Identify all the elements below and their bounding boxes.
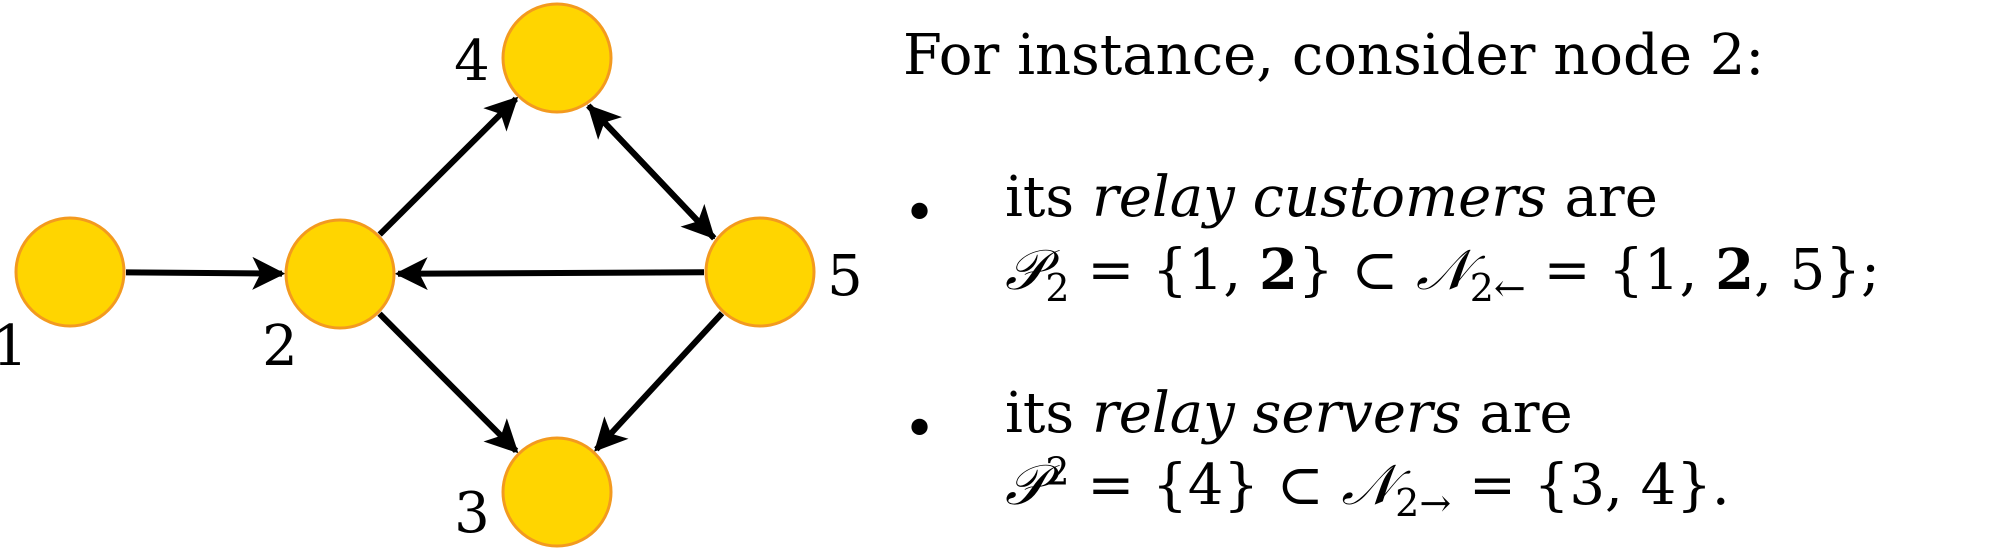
nodes-layer: [14, 2, 816, 548]
intro-text: For instance, consider node 2:: [903, 23, 1765, 88]
edge-1-to-2: [125, 256, 286, 290]
node-label-4: 4: [454, 29, 490, 94]
node-4: [501, 2, 613, 114]
relay-customers-sentence: its relay customers are: [1005, 165, 1658, 230]
node-label-5: 5: [827, 244, 863, 309]
relay-customers-formula: 𝒫2 = {1, 2} ⊂ 𝒩2← = {1, 2, 5};: [1005, 237, 1880, 311]
node-5: [704, 216, 816, 328]
bullet-icon: •: [903, 181, 937, 246]
edge-2-to-4: [377, 96, 519, 237]
explanation-panel: For instance, consider node 2: • its rel…: [903, 20, 2013, 522]
edges-layer: [125, 96, 725, 454]
labels-layer: 1 2 3 4 5: [0, 29, 863, 546]
relay-customers-term: relay customers: [1091, 165, 1547, 230]
edge-5-to-4: [587, 104, 717, 241]
bullet-icon: •: [903, 397, 937, 462]
node-1: [14, 216, 126, 328]
edge-5-to-3: [594, 311, 725, 452]
node-label-1: 1: [0, 314, 28, 379]
edge-5-to-2: [394, 257, 705, 291]
relay-servers-term: relay servers: [1091, 381, 1462, 446]
node-label-2: 2: [262, 314, 298, 379]
relay-servers-sentence: its relay servers are: [1005, 381, 1573, 446]
node-label-3: 3: [454, 481, 490, 546]
node-3: [501, 436, 613, 548]
edge-2-to-3: [377, 311, 519, 454]
node-2: [284, 218, 396, 330]
relay-customers-item: • its relay customers are 𝒫2 = {1, 2} ⊂ …: [903, 162, 2005, 311]
relay-servers-formula: 𝒫2 = {4} ⊂ 𝒩2→ = {3, 4}.: [1005, 449, 1730, 526]
relay-servers-item: • its relay servers are 𝒫2 = {4} ⊂ 𝒩2→ =…: [903, 378, 2005, 526]
network-graph: 1 2 3 4 5: [0, 2, 863, 548]
